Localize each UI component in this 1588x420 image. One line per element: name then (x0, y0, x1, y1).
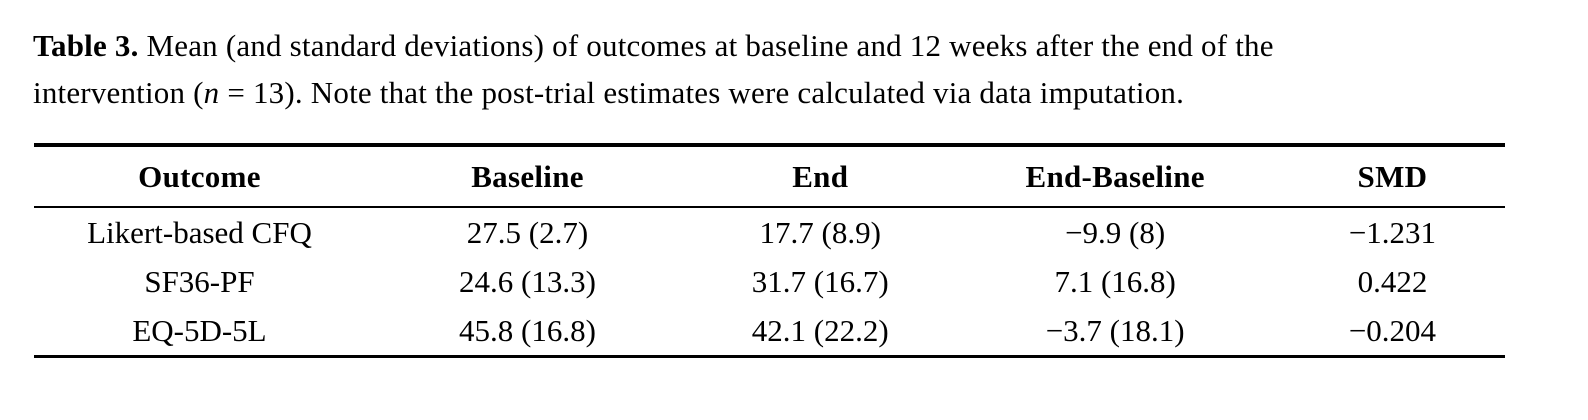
cell-end-baseline: −3.7 (18.1) (1045, 312, 1185, 348)
cell-end-baseline: 7.1 (16.8) (1054, 263, 1176, 299)
cell-outcome: SF36-PF (144, 263, 255, 299)
caption-line-1: Table 3. Mean (and standard deviations) … (33, 22, 1274, 69)
cell-end: 42.1 (22.2) (751, 312, 889, 348)
cell-end: 17.7 (8.9) (759, 214, 881, 250)
table-row: Likert-based CFQ 27.5 (2.7) 17.7 (8.9) −… (34, 207, 1505, 257)
caption-text-1: Mean (and standard deviations) of outcom… (138, 28, 1274, 63)
header-smd: SMD (1279, 145, 1505, 208)
header-row: Outcome Baseline End End-Baseline SMD (34, 145, 1505, 208)
header-end: End (690, 145, 951, 208)
header-baseline: Baseline (364, 145, 691, 208)
caption-n-variable: n (203, 75, 220, 110)
cell-baseline: 45.8 (16.8) (459, 312, 596, 348)
table-caption: Table 3. Mean (and standard deviations) … (33, 22, 1274, 116)
cell-end: 31.7 (16.7) (751, 263, 889, 299)
outcomes-table-container: Outcome Baseline End End-Baseline SMD Li… (34, 143, 1505, 358)
cell-outcome: Likert-based CFQ (87, 214, 312, 250)
cell-outcome: EQ-5D-5L (132, 312, 267, 348)
caption-text-2b: = 13). Note that the post-trial estimate… (219, 75, 1185, 110)
table-row: EQ-5D-5L 45.8 (16.8) 42.1 (22.2) −3.7 (1… (34, 306, 1505, 357)
caption-table-number: Table 3. (33, 28, 139, 63)
header-outcome: Outcome (34, 145, 365, 208)
header-end-baseline: End-Baseline (950, 145, 1280, 208)
caption-text-2a: intervention ( (33, 75, 204, 110)
cell-baseline: 24.6 (13.3) (459, 263, 596, 299)
cell-smd: −0.204 (1348, 312, 1437, 348)
table-row: SF36-PF 24.6 (13.3) 31.7 (16.7) 7.1 (16.… (34, 257, 1505, 306)
cell-baseline: 27.5 (2.7) (466, 214, 589, 250)
cell-end-baseline: −9.9 (8) (1065, 214, 1166, 250)
caption-line-2: intervention (n = 13). Note that the pos… (33, 69, 1274, 116)
cell-smd: −1.231 (1348, 214, 1437, 250)
cell-smd: 0.422 (1357, 263, 1428, 299)
outcomes-table: Outcome Baseline End End-Baseline SMD Li… (34, 143, 1505, 358)
